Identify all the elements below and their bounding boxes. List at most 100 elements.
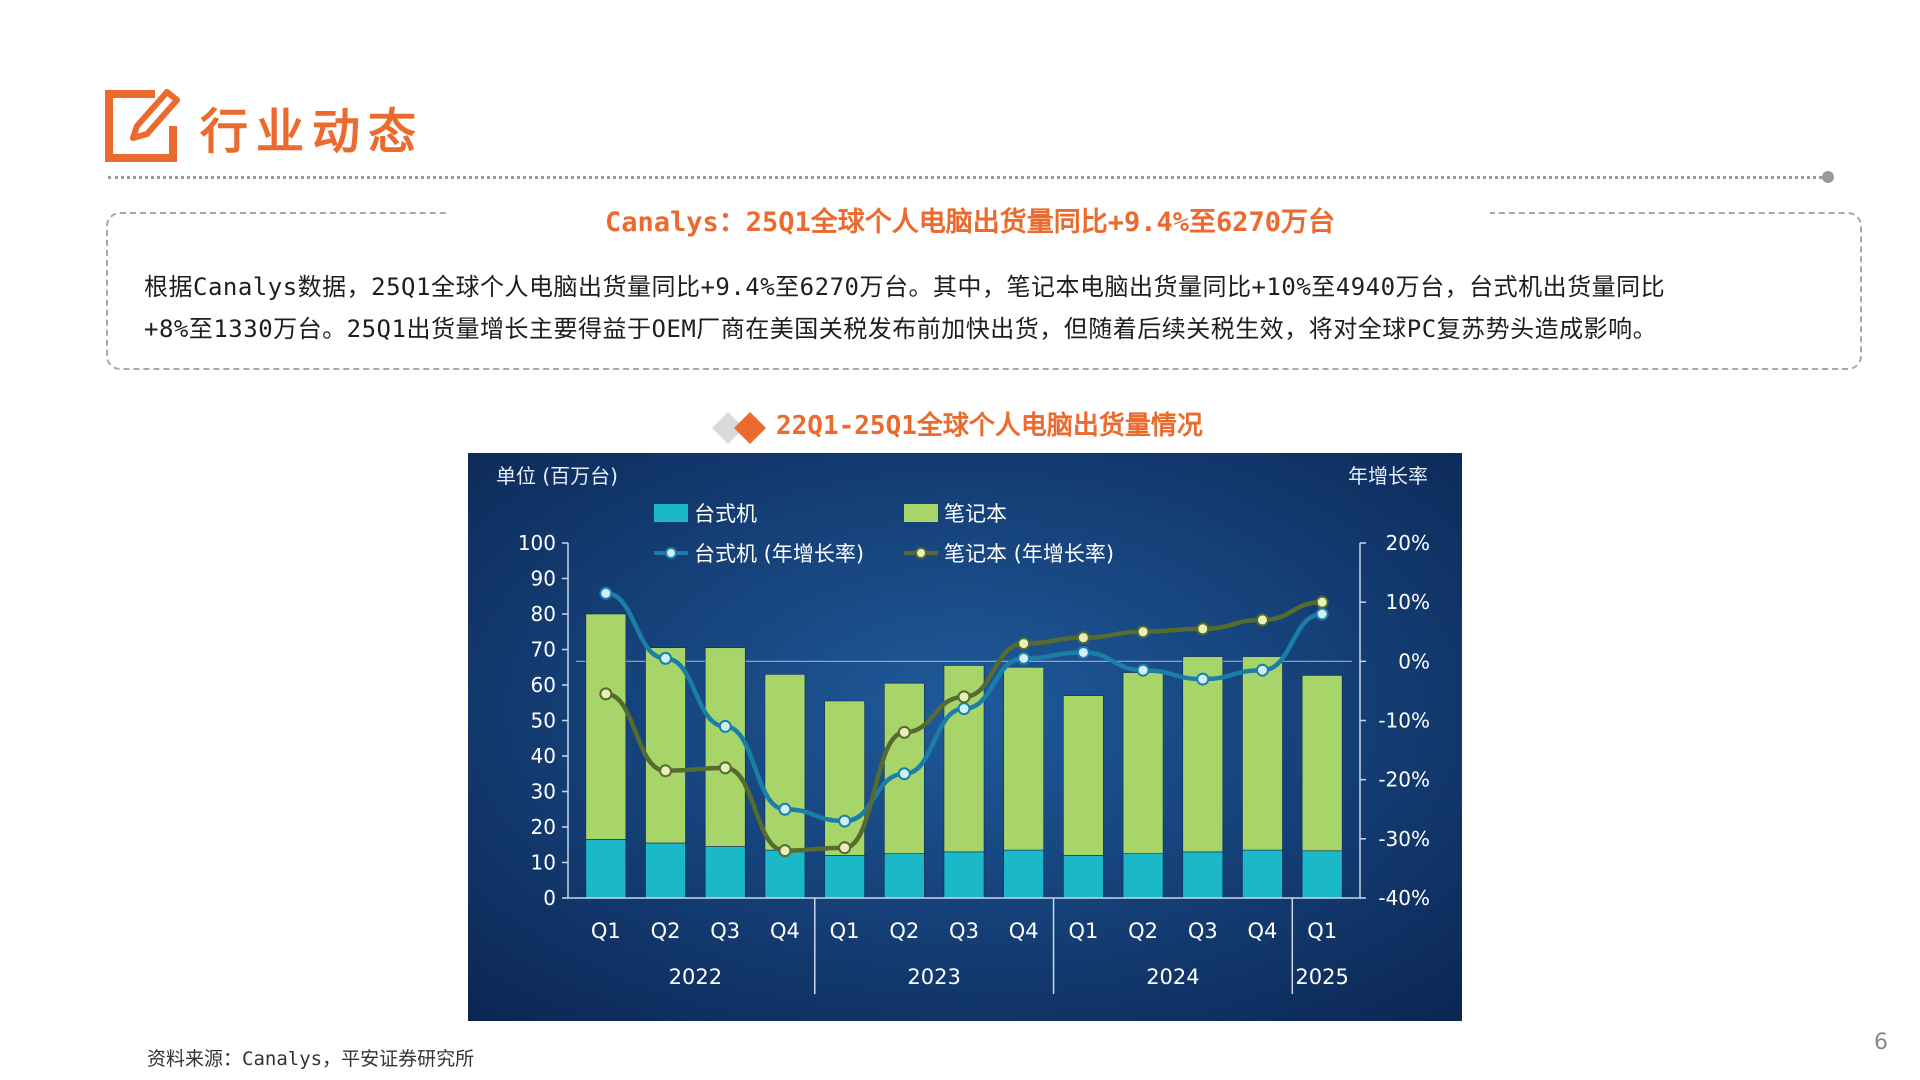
legend-swatch: [904, 504, 938, 522]
notebook-bar: [1242, 656, 1283, 851]
x-tick-label: Q1: [1068, 919, 1098, 943]
desktop-growth-point: [599, 586, 613, 600]
year-label: 2025: [1295, 965, 1348, 989]
notebook-growth-point: [838, 841, 852, 855]
desktop-growth-point: [1315, 607, 1329, 621]
left-tick-label: 60: [531, 673, 556, 697]
desktop-bar: [1242, 849, 1283, 899]
desktop-growth-point: [1255, 663, 1269, 677]
left-tick-label: 10: [531, 851, 556, 875]
page-title: 行业动态: [200, 104, 425, 160]
notebook-growth-point: [778, 844, 792, 858]
x-tick-label: Q4: [770, 919, 800, 943]
legend-item: 台式机 (年增长率): [654, 542, 864, 566]
x-tick-label: Q2: [651, 919, 681, 943]
right-tick-label: 20%: [1386, 531, 1430, 555]
right-tick-label: -20%: [1378, 768, 1430, 792]
desktop-bar: [1003, 849, 1044, 899]
x-tick-label: Q1: [1307, 919, 1337, 943]
notebook-growth-point: [1076, 631, 1090, 645]
left-tick-label: 30: [531, 780, 556, 804]
summary-body: 根据Canalys数据，25Q1全球个人电脑出货量同比+9.4%至6270万台。…: [144, 266, 1844, 350]
notebook-growth-point: [1196, 622, 1210, 636]
right-tick-label: -40%: [1378, 886, 1430, 910]
left-tick-label: 50: [531, 709, 556, 733]
desktop-growth-point: [957, 702, 971, 716]
right-tick-label: -30%: [1378, 827, 1430, 851]
desktop-growth-point: [659, 651, 673, 665]
left-tick-label: 90: [531, 567, 556, 591]
source-note: 资料来源：Canalys，平安证券研究所: [147, 1048, 475, 1070]
desktop-bar: [824, 855, 865, 899]
notebook-bar: [585, 613, 627, 840]
legend-label: 笔记本: [944, 502, 1007, 526]
notebook-growth-point: [718, 761, 732, 775]
left-tick-label: 20: [531, 815, 556, 839]
notebook-growth-point: [1136, 625, 1150, 639]
legend-item: 笔记本 (年增长率): [904, 542, 1114, 566]
year-label: 2022: [669, 965, 722, 989]
notebook-bar: [645, 647, 686, 844]
legend-swatch: [654, 504, 688, 522]
chart-heading: 22Q1-25Q1全球个人电脑出货量情况: [776, 411, 1203, 441]
x-tick-label: Q4: [1009, 919, 1039, 943]
left-tick-label: 0: [543, 886, 556, 910]
legend-marker: [915, 547, 927, 559]
page-number: 6: [1874, 1030, 1888, 1055]
desktop-growth-point: [838, 814, 852, 828]
notebook-bar: [704, 647, 746, 847]
x-tick-label: Q3: [1188, 919, 1218, 943]
legend-marker: [665, 547, 677, 559]
desktop-growth-point: [718, 719, 732, 733]
legend-label: 笔记本 (年增长率): [944, 542, 1114, 566]
x-tick-label: Q3: [710, 919, 740, 943]
desktop-growth-point: [1136, 663, 1150, 677]
desktop-bar: [884, 853, 925, 899]
chart-svg: 单位 (百万台) 年增长率100908070605040302010020%10%…: [468, 453, 1462, 1021]
divider-end-dot: [1822, 171, 1834, 183]
desktop-growth-point: [778, 802, 792, 816]
notebook-bar: [1063, 695, 1104, 856]
notebook-growth-point: [1017, 637, 1031, 651]
legend-label: 台式机 (年增长率): [694, 542, 864, 566]
right-tick-label: -10%: [1378, 709, 1430, 733]
legend-label: 台式机: [694, 502, 757, 526]
notebook-growth-point: [1255, 613, 1269, 627]
left-tick-label: 100: [518, 531, 556, 555]
notebook-bar: [1003, 666, 1044, 851]
desktop-bar: [943, 851, 985, 899]
notebook-growth-point: [659, 764, 673, 778]
summary-line-2: +8%至1330万台。25Q1出货量增长主要得益于OEM厂商在美国关税发布前加快…: [144, 315, 1658, 343]
notebook-bar: [1182, 656, 1224, 853]
desktop-bar: [704, 846, 746, 899]
desktop-growth-point: [1196, 672, 1210, 686]
desktop-bar: [1122, 853, 1164, 899]
notebook-bar: [764, 674, 806, 851]
x-tick-label: Q2: [889, 919, 919, 943]
edit-pencil-icon: [105, 89, 180, 162]
x-tick-label: Q3: [949, 919, 979, 943]
desktop-growth-point: [897, 767, 911, 781]
x-tick-label: Q4: [1248, 919, 1278, 943]
year-label: 2024: [1146, 965, 1199, 989]
diamond-bullet-icon: [712, 412, 766, 444]
desktop-bar: [645, 842, 686, 899]
shipment-chart: 单位 (百万台) 年增长率 100 90 80 70 60 50 40 30 20 10 0 20% 10%…: [468, 453, 1462, 1021]
desktop-growth-point: [1017, 651, 1031, 665]
desktop-bar: [1301, 850, 1343, 899]
notebook-bar: [824, 700, 865, 856]
legend-item: 台式机: [654, 502, 757, 526]
desktop-bar: [764, 849, 806, 899]
desktop-growth-point: [1076, 645, 1090, 659]
desktop-bar: [1182, 851, 1224, 899]
notebook-bar: [1122, 672, 1164, 854]
summary-line-1: 根据Canalys数据，25Q1全球个人电脑出货量同比+9.4%至6270万台。…: [144, 273, 1666, 301]
left-tick-label: 80: [531, 602, 556, 626]
desktop-bar: [585, 839, 627, 899]
right-axis-title: 年增长率: [1348, 464, 1428, 488]
year-label: 2023: [907, 965, 960, 989]
header-divider: [108, 176, 1828, 179]
notebook-growth-point: [897, 725, 911, 739]
legend-item: 笔记本: [904, 502, 1007, 526]
summary-title: Canalys：25Q1全球个人电脑出货量同比+9.4%至6270万台: [450, 200, 1490, 246]
